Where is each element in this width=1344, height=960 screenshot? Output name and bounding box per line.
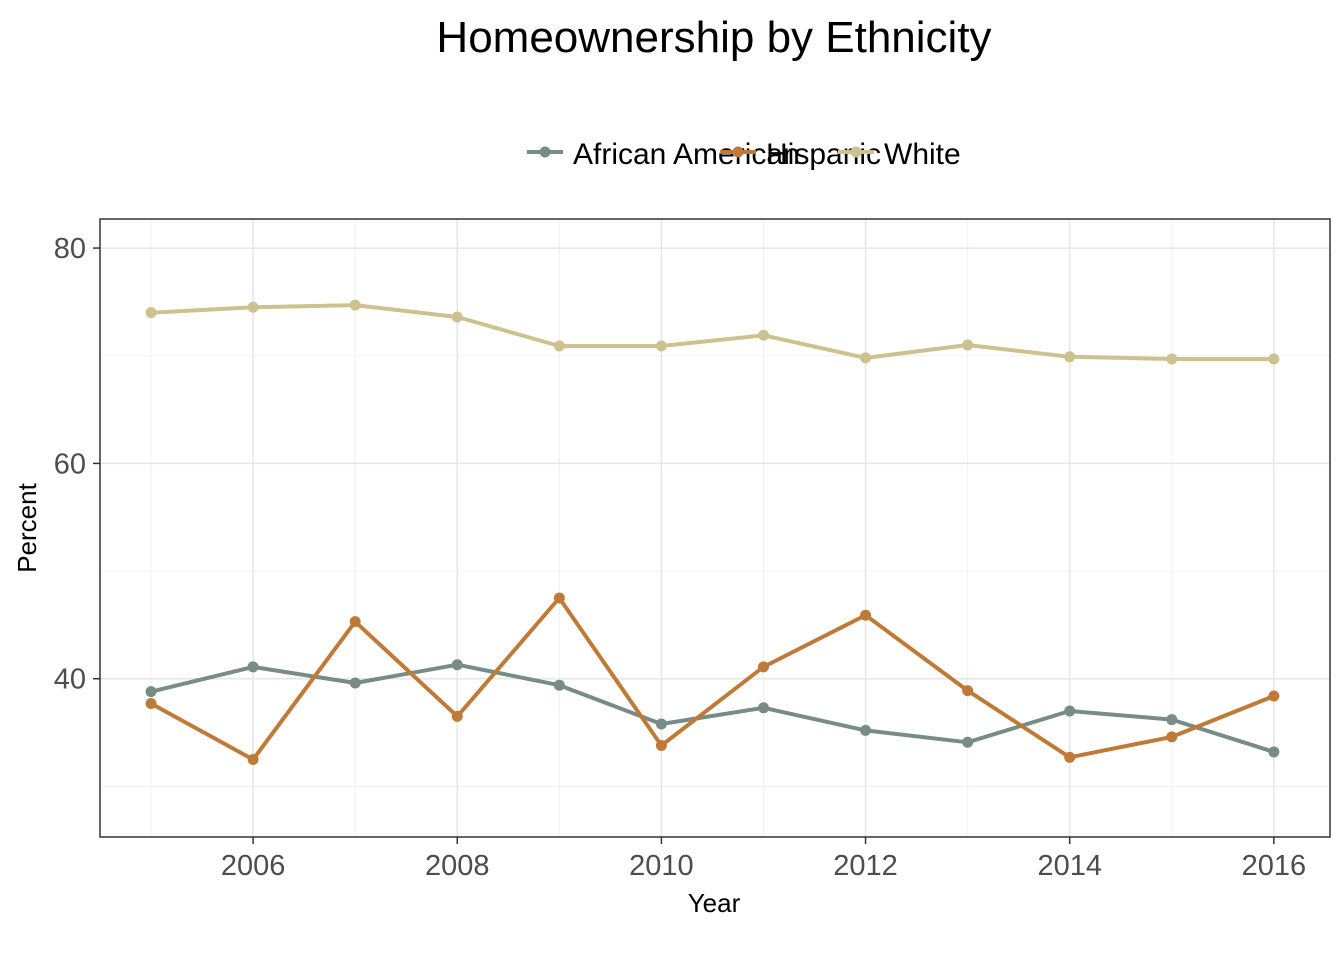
data-point-white <box>1064 351 1076 363</box>
data-point-white <box>247 301 259 313</box>
y-tick-label: 40 <box>54 664 86 696</box>
data-point-african-american <box>757 702 769 714</box>
data-point-hispanic <box>1064 751 1076 763</box>
x-tick-label: 2012 <box>833 850 898 882</box>
data-point-african-american <box>1268 746 1280 758</box>
legend-key-point-white <box>850 146 862 158</box>
x-tick-label: 2014 <box>1037 850 1102 882</box>
data-point-hispanic <box>247 753 259 765</box>
data-point-african-american <box>1064 705 1076 717</box>
data-point-hispanic <box>553 592 565 604</box>
data-point-african-american <box>860 724 872 736</box>
chart-title: Homeownership by Ethnicity <box>436 13 991 62</box>
series-layer <box>145 299 1280 765</box>
data-point-african-american <box>247 661 259 673</box>
data-point-african-american <box>1166 714 1178 726</box>
data-point-hispanic <box>451 710 463 722</box>
data-point-white <box>145 307 157 319</box>
data-point-hispanic <box>655 739 667 751</box>
x-tick-label: 2016 <box>1242 850 1307 882</box>
data-point-hispanic <box>145 697 157 709</box>
series-line-hispanic <box>149 596 1276 762</box>
data-point-white <box>349 299 361 311</box>
data-point-african-american <box>962 736 974 748</box>
series-line-african-american <box>149 662 1276 754</box>
data-point-african-american <box>655 718 667 730</box>
data-point-white <box>553 340 565 352</box>
y-axis-title: Percent <box>12 482 42 572</box>
data-point-african-american <box>145 686 157 698</box>
panel-border <box>99 218 1331 838</box>
minor-gridlines <box>100 219 1330 837</box>
series-line-white <box>149 303 1276 361</box>
legend-label-african-american: African American <box>573 138 800 171</box>
data-point-white <box>655 340 667 352</box>
x-tick-label: 2008 <box>425 850 490 882</box>
data-point-hispanic <box>860 609 872 621</box>
legend-key-point-hispanic <box>732 146 744 158</box>
data-point-white <box>860 352 872 364</box>
data-point-white <box>757 329 769 341</box>
data-point-african-american <box>451 659 463 671</box>
data-point-african-american <box>349 677 361 689</box>
x-tick-label: 2006 <box>221 850 286 882</box>
data-point-hispanic <box>349 616 361 628</box>
y-tick-label: 80 <box>54 233 86 265</box>
plot-area <box>99 218 1331 838</box>
data-point-hispanic <box>757 661 769 673</box>
legend-key-point-african-american <box>539 146 551 158</box>
data-point-african-american <box>553 679 565 691</box>
data-point-hispanic <box>962 685 974 697</box>
major-gridlines <box>100 219 1330 837</box>
y-tick-label: 60 <box>54 448 86 480</box>
x-tick-label: 2010 <box>629 850 694 882</box>
data-point-hispanic <box>1166 731 1178 743</box>
data-point-white <box>1166 353 1178 365</box>
data-point-white <box>1268 353 1280 365</box>
x-axis-title: Year <box>688 888 741 918</box>
data-point-hispanic <box>1268 690 1280 702</box>
y-axis: 40 60 80 <box>54 233 100 696</box>
legend-label-hispanic: Hispanic <box>766 138 881 171</box>
data-point-white <box>962 339 974 351</box>
data-point-white <box>451 311 463 323</box>
legend-label-white: White <box>884 138 961 171</box>
x-axis: 2006 2008 2010 2012 2014 2016 <box>221 837 1306 882</box>
